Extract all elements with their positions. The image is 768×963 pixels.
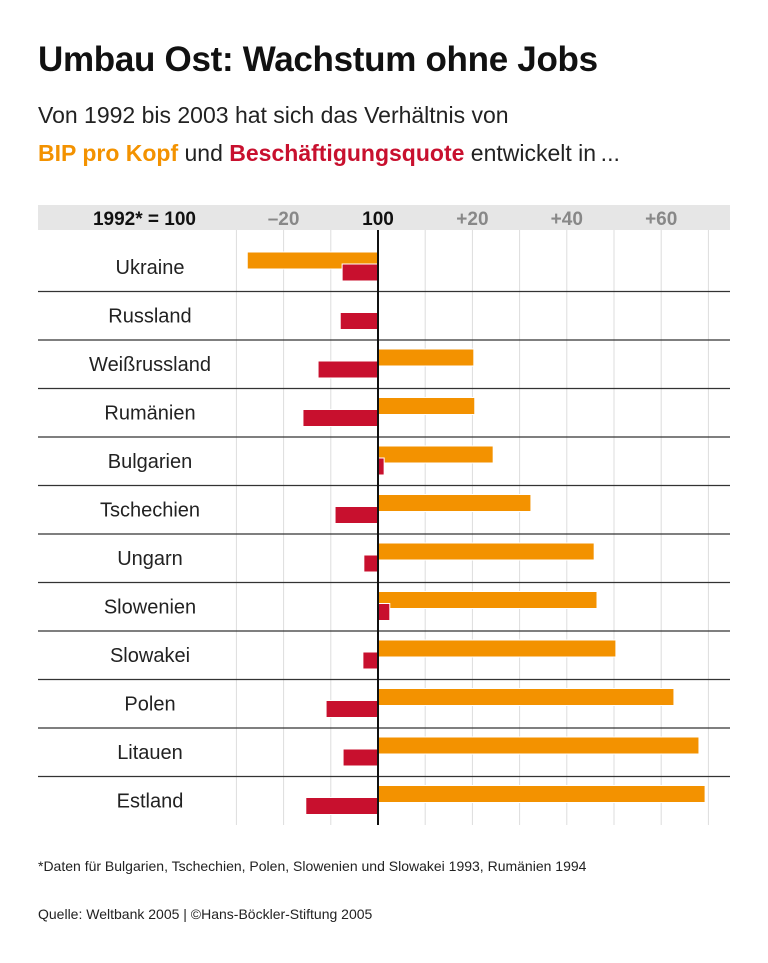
tick-label: +20: [456, 209, 488, 230]
category-label: Tschechien: [100, 500, 200, 522]
bar-bip: [377, 785, 706, 803]
bar-employment: [317, 360, 379, 379]
bar-bip: [377, 397, 476, 415]
bar-employment: [341, 263, 379, 282]
category-label: Weißrussland: [89, 354, 211, 376]
category-label: Bulgarien: [108, 451, 193, 473]
legend-employment: Beschäftigungsquote: [229, 140, 465, 166]
subtitle: Von 1992 bis 2003 hat sich das Verhältni…: [38, 102, 509, 128]
category-label: Ungarn: [117, 548, 183, 570]
chart-title: Umbau Ost: Wachstum ohne Jobs: [38, 40, 598, 79]
category-label: Ukraine: [116, 257, 185, 279]
bar-bip: [377, 494, 532, 512]
bar-employment: [334, 506, 379, 524]
category-label: Slowenien: [104, 597, 196, 619]
bar-employment: [302, 409, 379, 427]
bar-bip: [377, 736, 700, 755]
subtitle-legend: BIP pro Kopf und Beschäftigungsquote ent…: [38, 140, 620, 167]
subtitle-tail: entwickelt in ...: [464, 140, 620, 166]
tick-label: +60: [645, 209, 677, 230]
bar-bip: [377, 542, 595, 561]
category-label: Rumänien: [104, 403, 195, 425]
bar-employment: [305, 797, 379, 815]
category-label: Litauen: [117, 742, 183, 764]
axis-header-band: [38, 205, 730, 230]
category-label: Slowakei: [110, 645, 190, 667]
category-label: Russland: [108, 306, 191, 328]
bar-employment: [377, 603, 391, 621]
tick-label: 100: [362, 209, 394, 230]
bar-bip: [377, 348, 475, 367]
source: Quelle: Weltbank 2005 | ©Hans-Böckler-St…: [38, 906, 373, 922]
category-label: Polen: [124, 694, 175, 716]
bar-bip: [377, 639, 617, 658]
bar-bip: [377, 445, 494, 464]
bar-employment: [342, 748, 379, 767]
tick-label: +40: [551, 209, 583, 230]
bar-employment: [362, 651, 379, 670]
bar-bip: [377, 688, 675, 706]
bar-bip: [377, 591, 598, 609]
index-label: 1992* = 100: [93, 209, 196, 230]
footnote: *Daten für Bulgarien, Tschechien, Polen,…: [38, 858, 587, 874]
tick-label: –20: [268, 209, 300, 230]
category-label: Estland: [117, 791, 184, 813]
bar-employment: [339, 312, 379, 330]
bar-employment: [325, 700, 379, 718]
legend-bip: BIP pro Kopf: [38, 140, 179, 166]
bar-employment: [363, 554, 379, 573]
subtitle-connector: und: [178, 140, 230, 166]
